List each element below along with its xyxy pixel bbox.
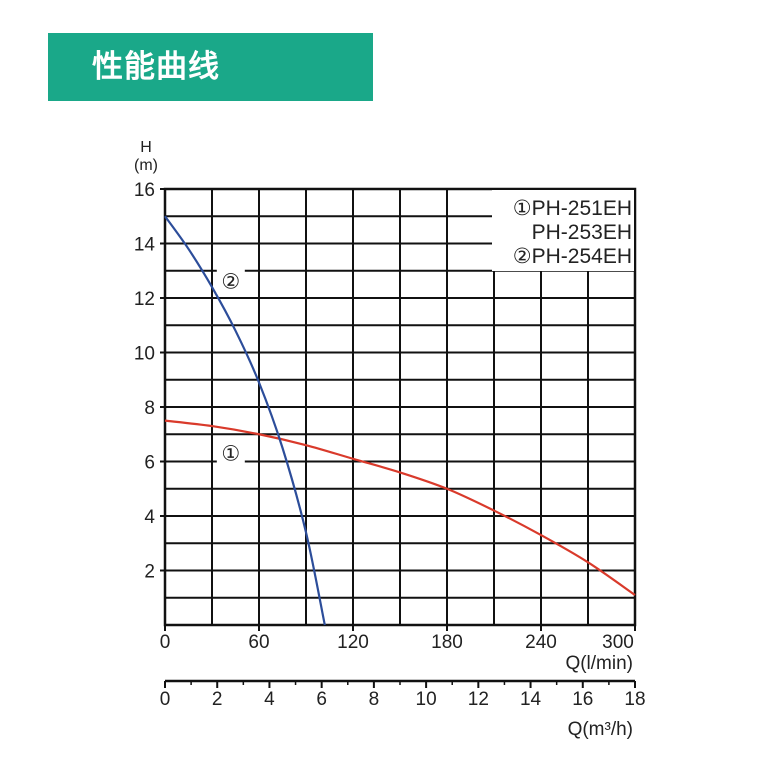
series-line-1 bbox=[164, 419, 636, 596]
legend-entry: ②PH-254EH bbox=[513, 245, 632, 268]
x-tick-label-m3h: 12 bbox=[468, 689, 489, 710]
series-line-2 bbox=[164, 215, 326, 626]
y-tick-label: 10 bbox=[134, 344, 155, 365]
legend-entry: PH-253EH bbox=[532, 221, 632, 244]
y-tick-label: 8 bbox=[144, 398, 155, 419]
curve-label: ① bbox=[221, 442, 240, 465]
y-axis-title: H bbox=[140, 139, 152, 156]
y-tick-label: 2 bbox=[144, 562, 155, 583]
x-tick-label-m3h: 8 bbox=[369, 689, 380, 710]
x-axis-title-m3h: Q(m³/h) bbox=[568, 719, 633, 740]
y-tick-label: 14 bbox=[134, 235, 156, 256]
x-tick-label-m3h: 14 bbox=[520, 689, 542, 710]
x-tick-label-lmin: 300 bbox=[602, 632, 634, 653]
x-tick-label-m3h: 0 bbox=[160, 689, 171, 710]
x-tick-labels-lmin: 0 60 120 180 240 300 bbox=[160, 632, 634, 653]
chart-series bbox=[164, 215, 636, 626]
x-tick-label-m3h: 16 bbox=[572, 689, 593, 710]
curve-label: ② bbox=[221, 271, 240, 294]
y-tick-label: 6 bbox=[144, 453, 155, 474]
legend-box bbox=[492, 190, 634, 271]
x-tick-label-m3h: 18 bbox=[624, 689, 645, 710]
chart-frame bbox=[160, 187, 637, 631]
y-tick-labels: 2 4 6 8 10 12 14 16 bbox=[134, 180, 156, 583]
legend-entry: ①PH-251EH bbox=[513, 197, 632, 220]
x-tick-label-m3h: 10 bbox=[416, 689, 437, 710]
y-tick-label: 12 bbox=[134, 289, 155, 310]
x-axis-title-lmin: Q(l/min) bbox=[565, 653, 633, 674]
curve-label-bg bbox=[216, 439, 245, 466]
curve-labels: ②① bbox=[216, 267, 245, 466]
x-tick-label-m3h: 6 bbox=[316, 689, 327, 710]
x-tick-label-lmin: 60 bbox=[248, 632, 269, 653]
title-banner: 性能曲线 bbox=[48, 33, 373, 101]
y-axis-unit: (m) bbox=[134, 157, 158, 174]
y-tick-label: 4 bbox=[144, 507, 155, 528]
x-tick-label-lmin: 180 bbox=[431, 632, 463, 653]
x-tick-label-m3h: 2 bbox=[212, 689, 223, 710]
x-tick-label-m3h: 4 bbox=[264, 689, 275, 710]
x-tick-label-lmin: 120 bbox=[337, 632, 369, 653]
y-tick-label: 16 bbox=[134, 180, 155, 201]
x-axis-m3h: 0 2 4 6 8 10 12 14 16 18 bbox=[160, 679, 646, 710]
page-title: 性能曲线 bbox=[92, 49, 220, 85]
curve-label-bg bbox=[216, 267, 245, 294]
x-tick-label-lmin: 240 bbox=[525, 632, 557, 653]
x-tick-label-lmin: 0 bbox=[160, 632, 171, 653]
